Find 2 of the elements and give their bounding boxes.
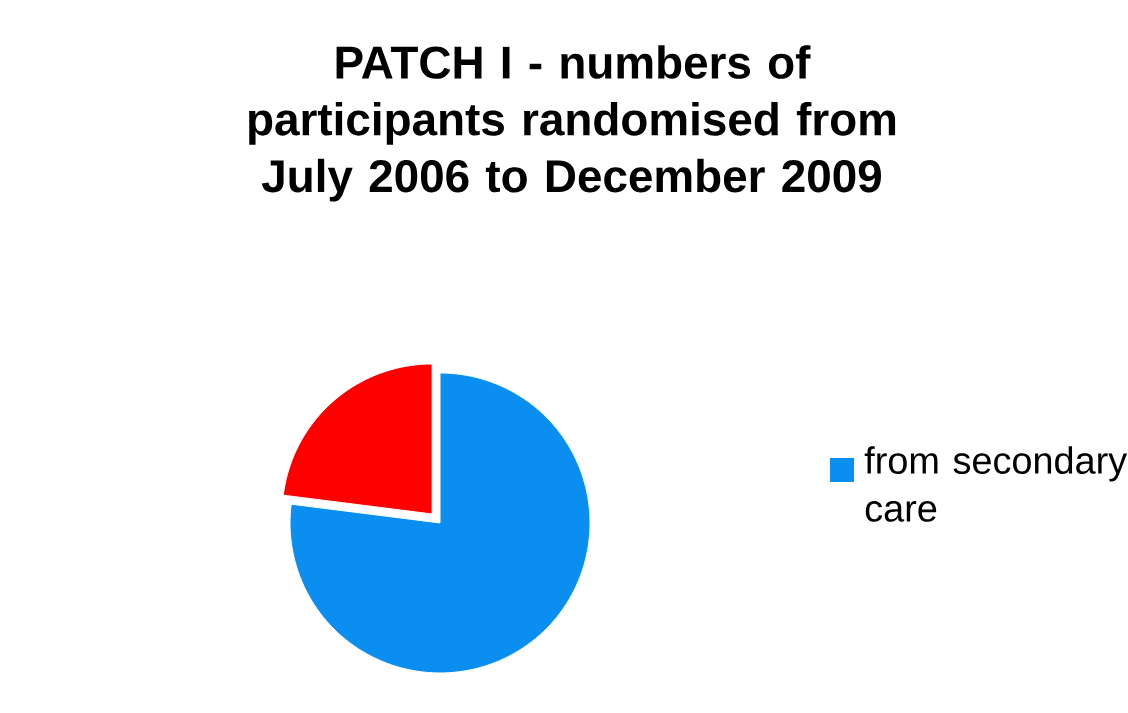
chart-title: PATCH I - numbers of participants randomised from July 2006 to December 2009 bbox=[249, 45, 896, 202]
legend-label: from secondary care bbox=[864, 446, 1128, 522]
